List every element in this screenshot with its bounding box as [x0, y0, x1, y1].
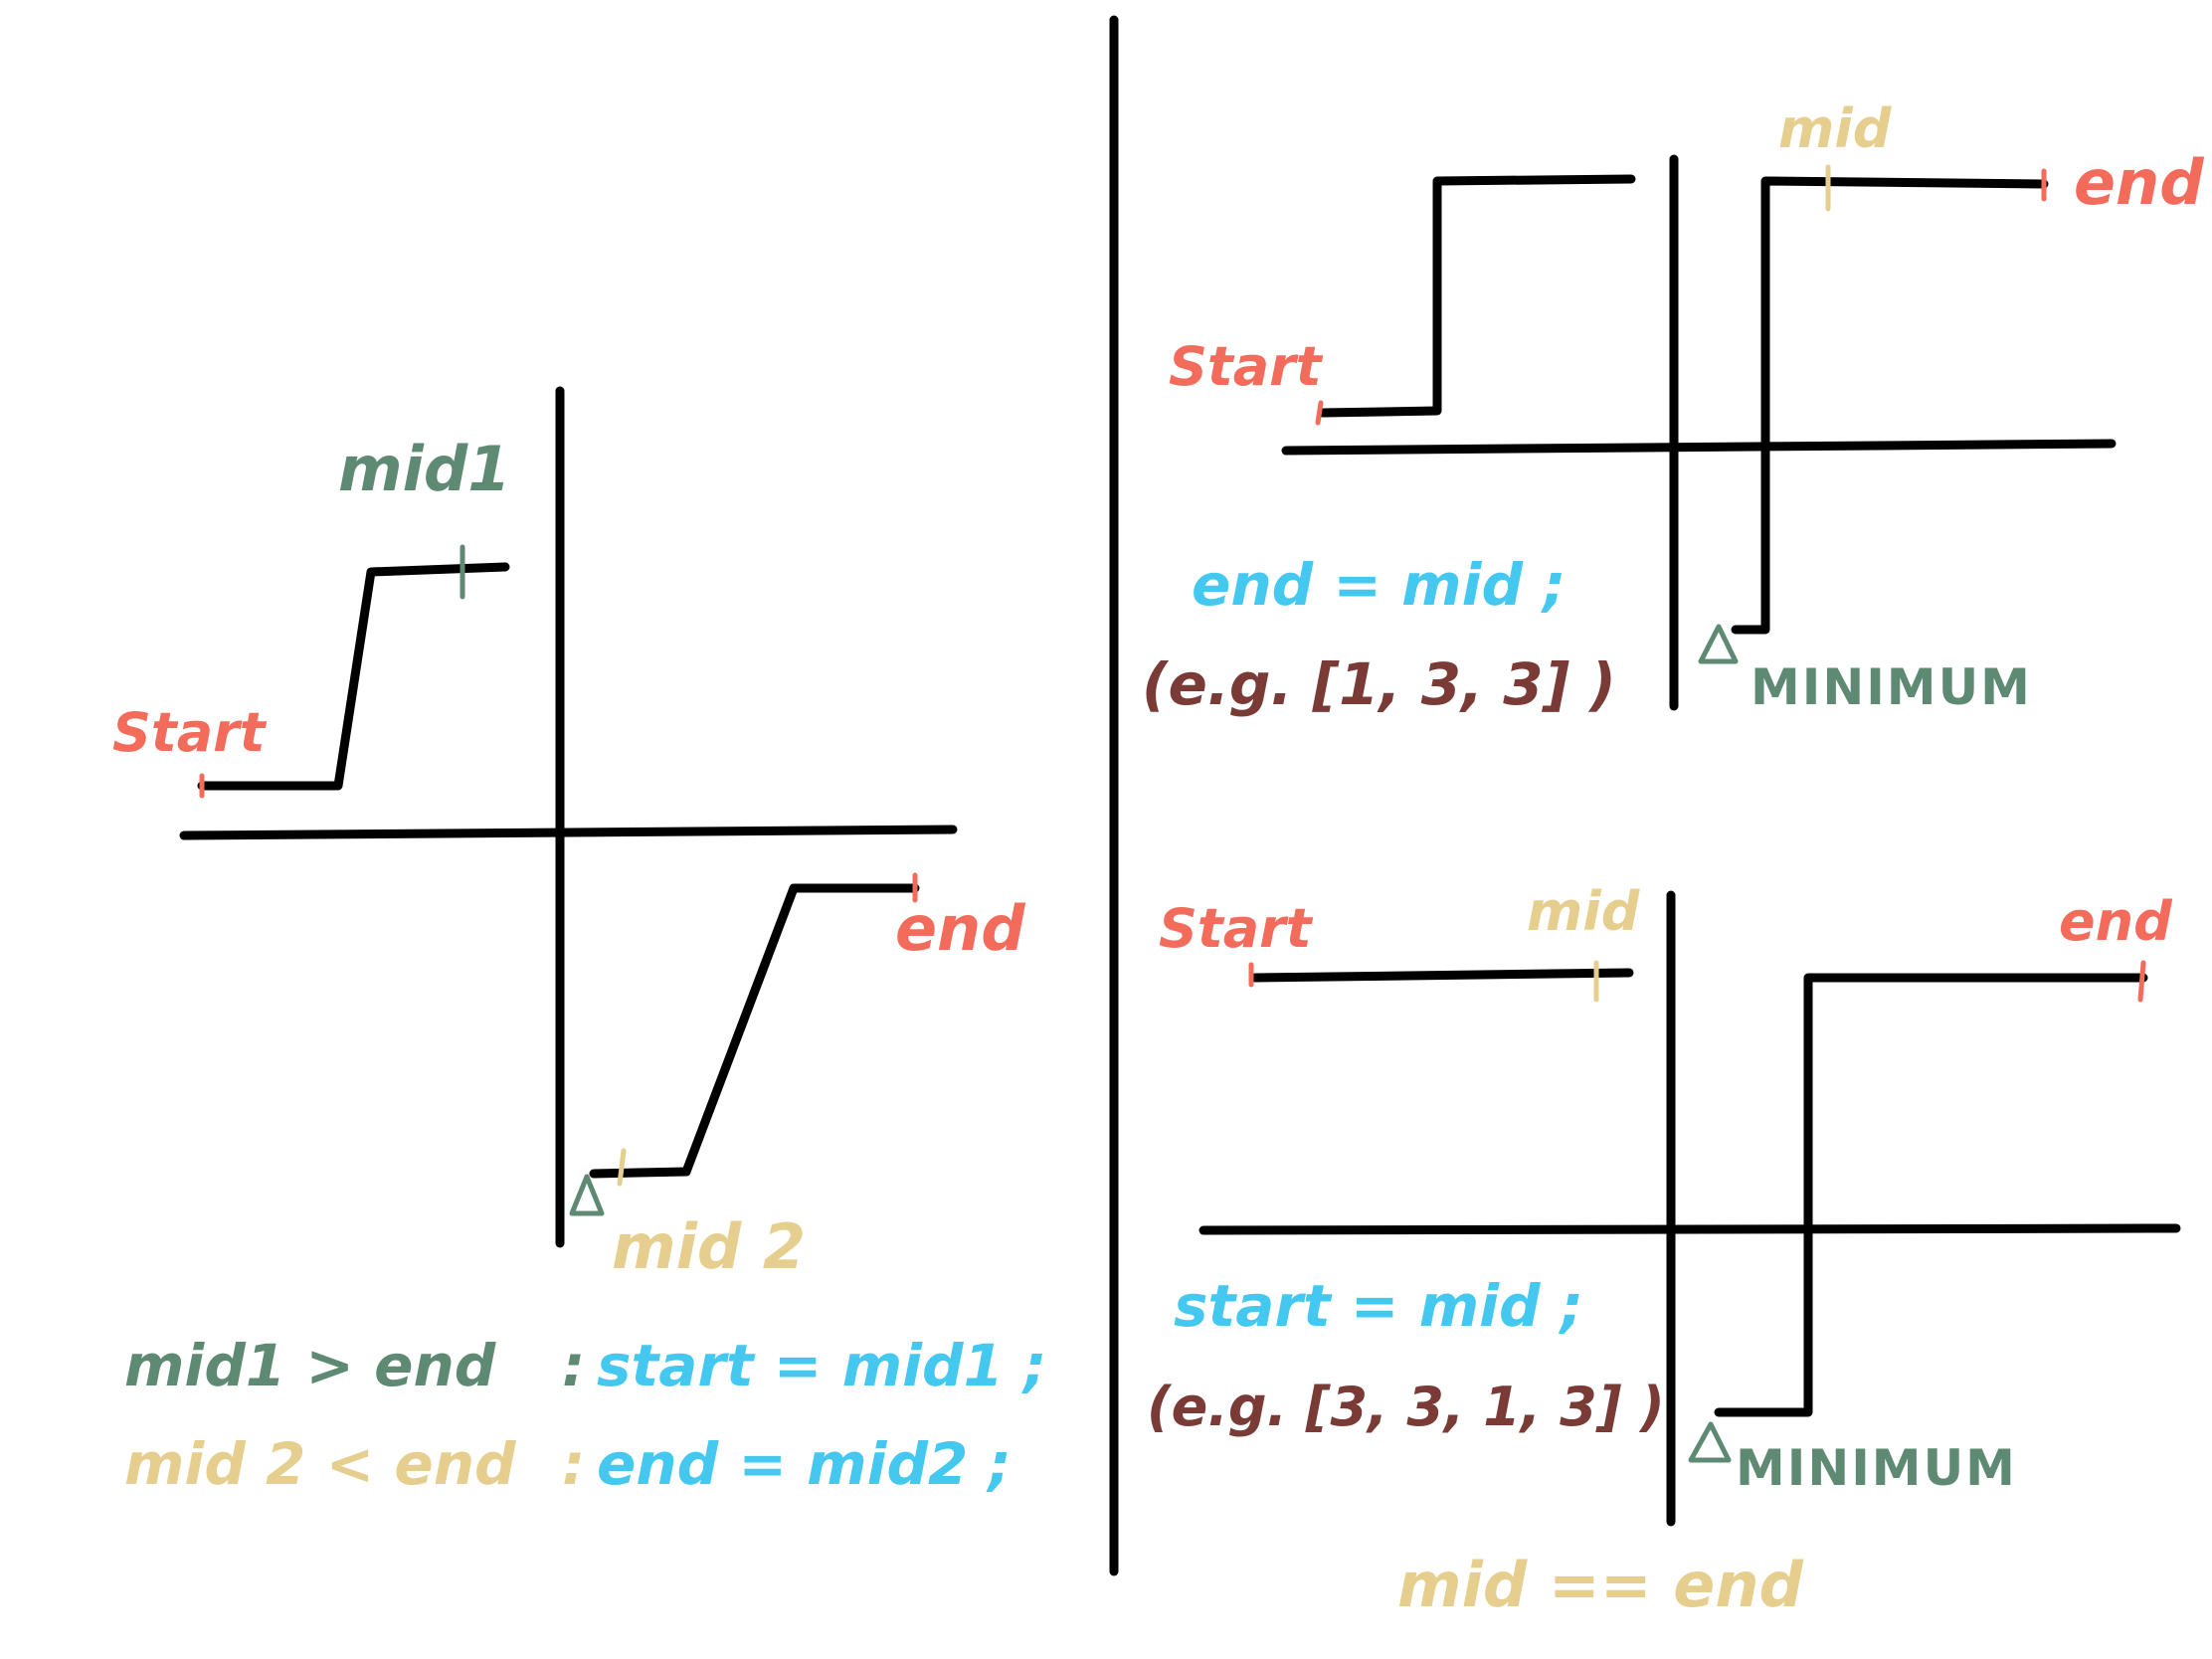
tr-curve-right	[1731, 176, 2049, 635]
br-curve-left	[1250, 968, 1634, 983]
tr-rule: end = mid ;	[1192, 551, 1566, 619]
br-rule: start = mid ;	[1174, 1272, 1583, 1340]
tr-label-start: Start	[1169, 335, 1324, 398]
left-rule2-colon: :	[562, 1430, 585, 1498]
br-label-end: end	[2059, 890, 2173, 953]
left-rule1-colon: :	[562, 1332, 585, 1399]
br-label-start: Start	[1159, 897, 1314, 960]
br-x-axis	[1198, 1223, 2181, 1235]
tr-x-axis	[1281, 439, 2117, 456]
top-right-panel: Start mid end MINIMUM end = mid ; (e.g. …	[1142, 97, 2204, 718]
left-label-mid2: mid 2	[612, 1210, 806, 1283]
br-example: (e.g. [3, 3, 1, 3] )	[1147, 1376, 1665, 1438]
br-label-mid: mid	[1527, 880, 1641, 943]
left-panel: mid1 Start end mid 2 mid1 > end : start …	[112, 386, 1046, 1498]
br-curve-right	[1714, 973, 2148, 1417]
br-end-tick	[2137, 960, 2146, 1003]
br-minimum-triangle	[1688, 1421, 1732, 1463]
left-rule2-condition: mid 2 < end	[124, 1430, 516, 1498]
tr-curve-left	[1318, 174, 1636, 418]
tr-example: (e.g. [1, 3, 3] )	[1142, 650, 1616, 718]
left-rule1-condition: mid1 > end	[124, 1332, 496, 1399]
bottom-right-panel: Start mid end MINIMUM start = mid ; (e.g…	[1147, 880, 2181, 1621]
left-label-end: end	[895, 892, 1025, 965]
left-rule2-action: end = mid2 ;	[597, 1430, 1012, 1498]
tr-start-tick	[1315, 400, 1324, 426]
tr-label-mid: mid	[1778, 97, 1893, 160]
left-rule1-action: start = mid1 ;	[597, 1332, 1046, 1399]
left-x-axis	[179, 825, 958, 840]
tr-label-end: end	[2074, 146, 2204, 219]
tr-minimum-triangle	[1698, 624, 1739, 664]
left-minimum-triangle	[569, 1174, 605, 1216]
left-label-mid1: mid1	[338, 433, 510, 505]
left-curve-lower	[589, 883, 920, 1179]
left-label-start: Start	[112, 701, 268, 764]
left-mid2-tick	[617, 1148, 627, 1187]
left-curve-upper	[197, 562, 510, 791]
br-footer-mid-equals-end: mid == end	[1397, 1549, 1803, 1621]
br-label-minimum: MINIMUM	[1736, 1439, 2017, 1497]
tr-label-minimum: MINIMUM	[1751, 658, 2032, 716]
